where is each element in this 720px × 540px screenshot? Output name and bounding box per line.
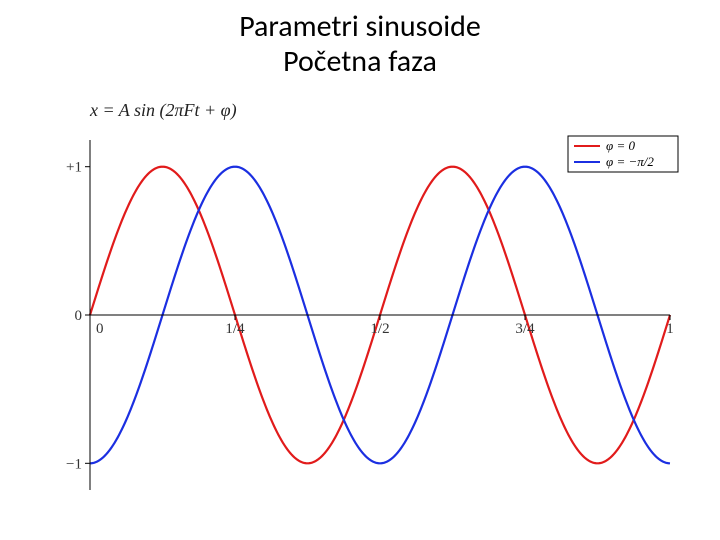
legend-label-phipi2: φ = −π/2 xyxy=(606,154,654,169)
y-tick-label: 0 xyxy=(75,308,83,324)
title-line-1: Parametri sinusoide xyxy=(0,10,720,45)
chart-bg xyxy=(60,130,680,510)
y-tick-label: +1 xyxy=(66,160,82,176)
x-tick-label: 1/2 xyxy=(370,321,389,337)
x-tick-label: 3/4 xyxy=(515,321,535,337)
legend-label-phi0: φ = 0 xyxy=(606,138,635,153)
x-tick-label: 1/4 xyxy=(225,321,245,337)
x-tick-label: 0 xyxy=(96,321,104,337)
sine-chart: 0 1/4 1/2 3/4 1 +1 0 −1 φ = 0φ = −π/2 xyxy=(60,130,680,510)
title-line-2: Početna faza xyxy=(0,45,720,80)
slide-root: Parametri sinusoide Početna faza x = A s… xyxy=(0,0,720,540)
slide-title: Parametri sinusoide Početna faza xyxy=(0,0,720,79)
x-tick-label: 1 xyxy=(666,321,674,337)
y-tick-label: −1 xyxy=(66,456,82,472)
equation-content: x = A sin (2πFt + φ) xyxy=(90,100,237,120)
equation-text: x = A sin (2πFt + φ) xyxy=(90,100,237,121)
chart-svg: 0 1/4 1/2 3/4 1 +1 0 −1 φ = 0φ = −π/2 xyxy=(60,130,680,510)
